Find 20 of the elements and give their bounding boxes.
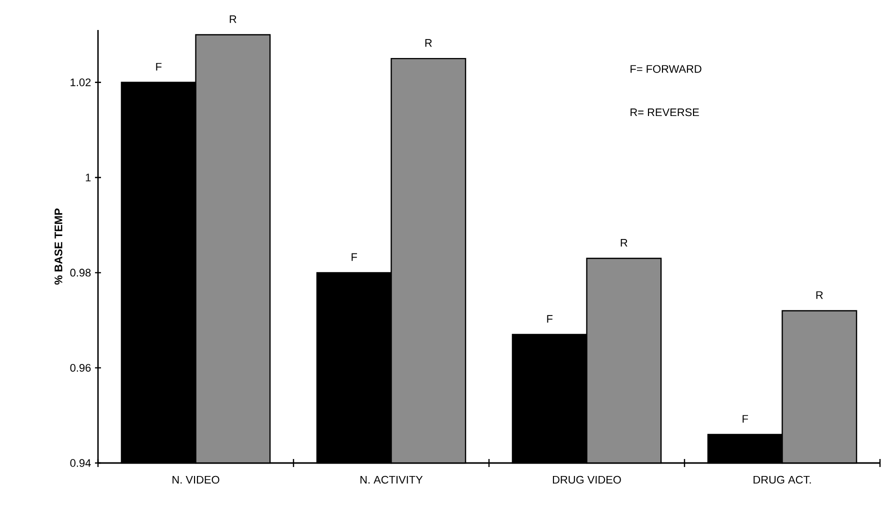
y-axis-title: % BASE TEMP	[54, 208, 62, 285]
text: F	[742, 415, 748, 423]
y-tick-label: 1	[86, 174, 91, 182]
text: R	[620, 239, 628, 247]
series-label: F	[547, 315, 553, 323]
text: R	[816, 291, 823, 299]
y-tick-label: 0.94	[70, 459, 91, 467]
x-tick-label: DRUG ACT.	[754, 476, 811, 484]
text: F	[156, 62, 162, 70]
annotation: R= REVERSE	[630, 108, 699, 116]
text: R	[230, 15, 236, 23]
y-tick-label: 0.98	[70, 268, 91, 277]
text: F	[352, 253, 358, 261]
x-tick-label: DRUG VIDEO	[552, 476, 621, 484]
y-tick-label: 0.96	[70, 364, 91, 372]
y-tick-label: 1.02	[70, 78, 91, 86]
series-label: R	[425, 39, 432, 47]
x-tick-label: N. ACTIVITY	[360, 476, 423, 484]
x-tick-label: N. VIDEO	[172, 476, 220, 484]
annotation: F= FORWARD	[630, 65, 702, 73]
